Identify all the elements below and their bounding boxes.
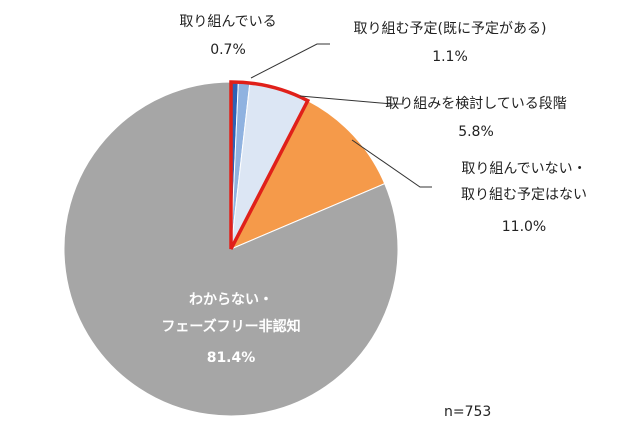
slice-value-label-3: 11.0% [502,219,546,235]
sample-size-note: n=753 [444,404,491,420]
leader-line-1 [250,43,330,79]
slice-label-4-line-1: フェーズフリー非認知 [161,318,300,335]
slice-label-3-line-1: 取り組む予定はない [461,187,587,203]
slice-label-4-line-0: わからない・ [189,292,273,308]
slice-label-0-line-0: 取り組んでいる [179,14,276,30]
slice-value-label-4: 81.4% [207,350,256,366]
slice-label-2-line-0: 取り組みを検討している段階 [385,96,567,112]
leader-lines [250,43,432,188]
highlight-outline [229,80,311,250]
highlight-outline-path [229,80,311,250]
slice-labels: 取り組んでいる 0.7% 取り組む予定(既に予定がある) 1.1% 取り組みを検討してい… [161,14,587,366]
slice-label-3-line-0: 取り組んでいない・ [461,161,586,177]
leader-line-2 [299,95,402,105]
slice-value-label-0: 0.7% [210,42,246,58]
pie-slice-3 [229,100,386,251]
slice-value-label-1: 1.1% [432,49,468,65]
slice-value-label-2: 5.8% [458,124,494,140]
slice-label-1-line-0: 取り組む予定(既に予定がある) [354,21,547,37]
leader-line-3 [351,139,432,188]
